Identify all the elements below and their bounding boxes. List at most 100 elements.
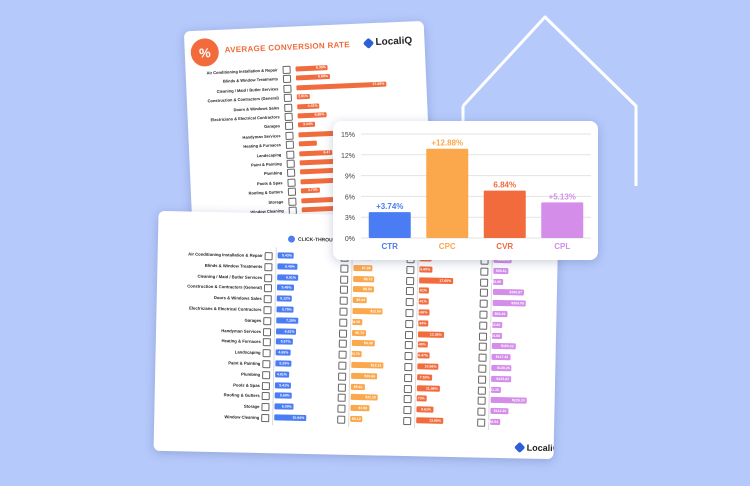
- industry-icon: [287, 187, 297, 197]
- cpl-value: $93.49: [494, 311, 506, 317]
- conversion-row-label: Plumbing: [263, 170, 283, 177]
- conversion-row-label: Handyman Services: [242, 133, 281, 140]
- industry-icon: [286, 159, 295, 168]
- industry-icon: [403, 384, 412, 393]
- industry-icon: [404, 373, 413, 382]
- cvr-bar: 2.61%: [417, 287, 430, 294]
- industry-icon: [477, 407, 486, 416]
- industry-icon: [406, 265, 415, 275]
- cvr-value: 5.66%: [417, 310, 428, 315]
- cpl-value: $63.60: [489, 322, 501, 327]
- column-divider: [272, 247, 277, 426]
- ctr-value: 5.29%: [279, 361, 290, 366]
- y-tick-label: 3%: [345, 215, 355, 222]
- industry-icon: [406, 276, 415, 285]
- cpl-bar: $117.42: [491, 354, 511, 361]
- cvr-value: 7.53%: [419, 375, 430, 380]
- yoy-summary-chart: 0% 3% 6% 9% 12% 15% +3.74% CTR +12.88% CPC 6.84% CV…: [341, 132, 591, 251]
- cvr-value: 13.89%: [429, 418, 442, 423]
- conversion-bar: 3.34%: [297, 122, 316, 128]
- cpc-value: $11.15: [365, 395, 376, 400]
- category-label: CPL: [554, 242, 570, 251]
- industry-icon: [283, 93, 293, 103]
- ctr-value: 5.68%: [279, 393, 290, 399]
- industry-icon: [338, 361, 347, 370]
- cvr-bar: 13.36%: [417, 330, 444, 338]
- conversion-bar: 3.73%: [300, 187, 321, 194]
- cpl-value: $54.68: [489, 333, 501, 338]
- conversion-bar: [298, 140, 317, 147]
- localiq-logo-footer: LocaliQ: [514, 441, 558, 453]
- localiq-logo-icon: [362, 37, 375, 49]
- conversion-row-label: Air Conditioning Installation & Repair: [206, 67, 278, 76]
- conversion-row-label: Heating & Furnaces: [243, 142, 281, 150]
- cpl-value: $195.87: [509, 290, 523, 295]
- cvr-value: 6.69%: [420, 267, 431, 272]
- industry-icon: [404, 330, 414, 339]
- conversion-bar-value: 5.66%: [314, 112, 325, 117]
- cpc-bar: $13.13: [351, 361, 384, 369]
- industry-icon: [264, 252, 273, 261]
- conversion-bar: 4.41%: [297, 103, 320, 110]
- industry-icon: [284, 103, 293, 112]
- ctr-value: 6.49%: [284, 264, 295, 269]
- industry-icon: [403, 395, 412, 404]
- industry-icon: [338, 372, 347, 381]
- cvr-bar: 3.46%: [416, 341, 428, 348]
- category-label: CVR: [496, 242, 513, 251]
- conversion-row-label: Doors & Windows Sales: [233, 104, 280, 112]
- cpl-bar: $128.26: [491, 364, 512, 372]
- cpl-bar: $226.30: [490, 397, 527, 404]
- cpc-value: $7.68: [358, 406, 368, 411]
- ctr-bar: 5.57%: [275, 338, 293, 346]
- cpl-value: $45.65: [490, 279, 502, 284]
- conversion-rate-title: AVERAGE CONVERSION RATE: [224, 40, 351, 55]
- cpl-bar: $36.94: [487, 418, 501, 426]
- conversion-row-label: Landscaping: [256, 151, 282, 158]
- y-tick-label: 0%: [345, 236, 355, 243]
- cpl-bar: $45.65: [490, 278, 504, 285]
- ctr-value: 5.75%: [281, 307, 292, 312]
- conversion-row-label: Paint & Painting: [250, 161, 282, 168]
- cpc-value: $10.66: [364, 373, 376, 379]
- industry-icon: [261, 403, 270, 412]
- ctr-value: 6.91%: [285, 275, 297, 280]
- column-divider: [348, 248, 353, 427]
- industry-icon: [404, 341, 413, 350]
- ctr-bar: 6.38%: [274, 403, 294, 410]
- cpl-value: $209.08: [511, 301, 524, 306]
- industry-icon: [337, 383, 346, 392]
- conversion-row-label: Cleaning / Maid / Butler Services: [216, 86, 279, 94]
- benchmark-row-label: Paint & Painting: [228, 360, 261, 367]
- cvr-bar: 10.96%: [417, 363, 439, 370]
- cpc-value: $5.12: [351, 416, 361, 422]
- cvr-value: 4.41%: [416, 299, 427, 304]
- cpl-value: $226.30: [511, 398, 525, 403]
- cpc-value: $3.79: [350, 352, 360, 357]
- cpc-bar: $5.12: [350, 415, 363, 423]
- cpc-bar: $5.73: [351, 329, 367, 336]
- data-label: +5.13%: [549, 192, 576, 201]
- industry-icon: [263, 316, 272, 326]
- cpc-bar: $5.61: [350, 383, 365, 390]
- ctr-value: 5.57%: [280, 339, 291, 345]
- conversion-bar: 6.69%: [295, 74, 331, 81]
- cpc-bar: $8.72: [353, 275, 375, 282]
- cpc-value: $7.88: [361, 265, 371, 271]
- cpl-value: $125.62: [496, 376, 510, 382]
- conversion-bar: 6.35%: [295, 65, 329, 72]
- industry-icon: [479, 288, 488, 298]
- cvr-bar: 3.34%: [416, 320, 429, 327]
- industry-icon: [340, 275, 349, 284]
- conversion-row-label: Garages: [263, 123, 281, 130]
- ctr-bar: 4.61%: [275, 371, 290, 378]
- conversion-bar-value: 3.73%: [307, 187, 318, 193]
- industry-icon: [477, 396, 486, 406]
- cvr-bar: 11.86%: [416, 384, 440, 392]
- industry-icon: [405, 287, 415, 296]
- cpc-bar: $12.50: [352, 307, 384, 315]
- industry-icon: [339, 296, 348, 306]
- industry-icon: [285, 140, 295, 150]
- benchmark-row-label: Window Cleaning: [224, 414, 260, 420]
- industry-icon: [478, 364, 487, 373]
